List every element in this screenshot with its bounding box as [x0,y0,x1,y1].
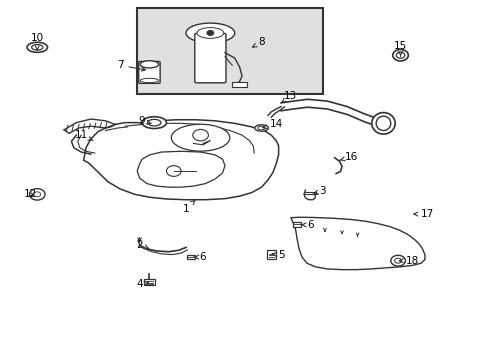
Ellipse shape [185,23,234,43]
Circle shape [394,258,401,263]
Ellipse shape [140,78,158,83]
Circle shape [166,166,181,176]
Text: 1: 1 [183,201,194,214]
Text: 11: 11 [74,130,93,140]
Ellipse shape [257,126,265,130]
Text: 4: 4 [136,279,148,289]
Text: 3: 3 [313,186,325,196]
Circle shape [34,192,41,197]
Ellipse shape [142,117,166,129]
Ellipse shape [32,45,43,50]
Text: 14: 14 [262,120,282,129]
Ellipse shape [140,61,158,68]
Ellipse shape [147,120,161,126]
Ellipse shape [395,52,404,58]
Polygon shape [137,151,224,187]
Circle shape [390,255,405,266]
Ellipse shape [392,49,407,61]
Text: 5: 5 [271,250,284,260]
FancyBboxPatch shape [144,279,155,285]
Text: 16: 16 [339,152,358,162]
Ellipse shape [197,28,224,39]
Text: 13: 13 [281,91,297,103]
Bar [187,255,195,259]
Ellipse shape [375,116,390,131]
Text: 12: 12 [23,189,37,199]
Polygon shape [290,217,424,270]
Text: 8: 8 [252,37,264,47]
Text: 17: 17 [413,209,433,219]
Text: 10: 10 [31,33,44,50]
Text: 6: 6 [194,252,206,262]
Text: 2: 2 [136,239,148,249]
Bar [293,222,301,226]
Ellipse shape [254,125,268,131]
Text: 6: 6 [301,220,313,230]
Text: 15: 15 [393,41,407,56]
Ellipse shape [371,113,394,134]
Circle shape [192,130,208,141]
Circle shape [29,189,45,200]
FancyBboxPatch shape [139,62,160,84]
Text: 18: 18 [399,256,419,266]
Text: 7: 7 [117,60,145,71]
Ellipse shape [27,42,47,52]
Bar [232,82,246,87]
FancyBboxPatch shape [266,250,275,258]
Circle shape [206,31,213,36]
Polygon shape [83,120,278,200]
Text: 9: 9 [139,116,151,126]
Bar [137,8,322,94]
FancyBboxPatch shape [194,33,225,83]
Ellipse shape [171,124,229,151]
